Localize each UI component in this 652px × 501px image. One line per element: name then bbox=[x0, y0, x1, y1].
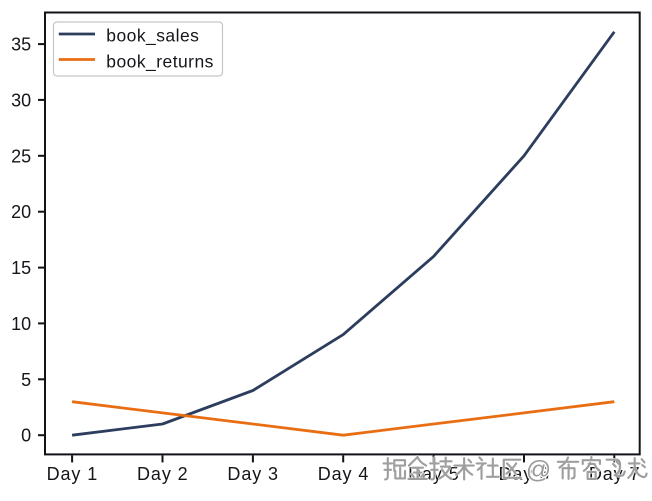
svg-text:book_sales: book_sales bbox=[106, 26, 199, 47]
svg-text:book_returns: book_returns bbox=[106, 51, 214, 72]
svg-text:Day 3: Day 3 bbox=[227, 464, 279, 484]
svg-text:Day 1: Day 1 bbox=[47, 464, 99, 484]
svg-text:Day 2: Day 2 bbox=[137, 464, 189, 484]
svg-text:0: 0 bbox=[21, 426, 31, 446]
svg-text:20: 20 bbox=[11, 202, 31, 222]
svg-text:25: 25 bbox=[11, 146, 31, 166]
svg-text:@: @ bbox=[526, 456, 551, 484]
svg-text:30: 30 bbox=[11, 90, 31, 110]
svg-text:35: 35 bbox=[11, 35, 31, 55]
svg-text:5: 5 bbox=[21, 370, 31, 390]
svg-text:Day 4: Day 4 bbox=[318, 464, 370, 484]
svg-text:15: 15 bbox=[11, 258, 31, 278]
svg-text:10: 10 bbox=[11, 314, 31, 334]
